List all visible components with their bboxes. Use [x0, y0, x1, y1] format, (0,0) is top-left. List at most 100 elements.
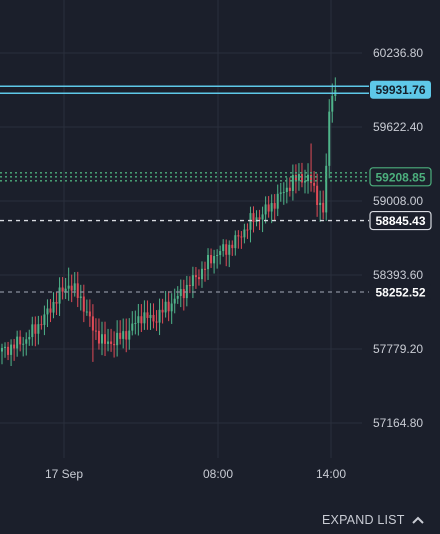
- candle: [22, 337, 25, 357]
- candle: [322, 190, 325, 220]
- candle: [25, 332, 28, 356]
- candle: [264, 196, 267, 224]
- candle: [113, 331, 116, 358]
- candle: [246, 223, 249, 239]
- y-tick-label: 60236.80: [373, 46, 423, 60]
- candle: [276, 184, 279, 217]
- candle: [285, 177, 288, 204]
- price-line: 59931.76: [0, 80, 431, 99]
- candle: [137, 303, 140, 336]
- candle: [149, 303, 152, 330]
- candle: [185, 275, 188, 307]
- candle: [37, 315, 40, 345]
- candle: [161, 298, 164, 324]
- candles: [1, 77, 337, 367]
- candle: [91, 304, 94, 362]
- candle: [179, 279, 182, 308]
- candle: [207, 248, 210, 280]
- candle: [249, 206, 252, 243]
- candle: [100, 321, 103, 356]
- candle: [119, 320, 122, 345]
- grid: [0, 0, 362, 458]
- candle: [158, 298, 161, 336]
- candle: [122, 318, 125, 349]
- candle: [94, 318, 97, 340]
- chevron-up-icon: [411, 516, 424, 524]
- candle: [110, 328, 113, 352]
- candle: [291, 164, 294, 201]
- candle: [325, 153, 328, 221]
- candle: [31, 316, 34, 346]
- candle: [294, 164, 297, 194]
- candle: [43, 305, 46, 336]
- candle: [143, 300, 146, 330]
- candle: [261, 206, 264, 233]
- candle: [237, 230, 240, 249]
- price-label: 58845.43: [375, 214, 425, 228]
- candle: [204, 261, 207, 282]
- candle: [40, 315, 43, 330]
- candle: [307, 163, 310, 194]
- candle: [234, 230, 237, 256]
- candle: [300, 162, 303, 188]
- candle: [167, 291, 170, 322]
- candle: [152, 303, 155, 329]
- expand-list-label: EXPAND LIST: [322, 513, 405, 527]
- candle: [243, 223, 246, 244]
- x-axis: 17 Sep 08:00 14:00: [45, 467, 346, 481]
- x-tick-label: 14:00: [316, 467, 346, 481]
- candle: [4, 342, 7, 358]
- candle: [182, 279, 185, 311]
- candle: [313, 171, 316, 193]
- candle: [104, 321, 107, 357]
- candle: [55, 292, 58, 316]
- y-tick-label: 57779.20: [373, 342, 423, 356]
- candle: [16, 330, 19, 357]
- candle: [52, 292, 55, 319]
- candle: [85, 299, 88, 316]
- candle: [328, 99, 331, 179]
- candle: [46, 299, 49, 328]
- candle: [288, 177, 291, 197]
- candle: [76, 271, 79, 308]
- y-tick-label: 58393.60: [373, 268, 423, 282]
- candle: [61, 277, 64, 300]
- price-line: 58252.52: [0, 282, 431, 301]
- price-line: 58845.43: [0, 210, 432, 231]
- candle: [270, 194, 273, 224]
- candle: [134, 310, 137, 335]
- candle: [316, 173, 319, 217]
- x-tick-label: 08:00: [203, 467, 233, 481]
- candle: [49, 299, 52, 323]
- candle: [334, 77, 337, 102]
- candle: [319, 190, 322, 222]
- candle: [282, 182, 285, 205]
- candle: [19, 330, 22, 352]
- candle: [310, 143, 313, 192]
- candle: [67, 267, 70, 301]
- candle: [176, 286, 179, 304]
- candle: [34, 316, 37, 347]
- candle: [252, 206, 255, 233]
- candle: [170, 293, 173, 324]
- candle: [116, 320, 119, 357]
- candle: [7, 341, 10, 361]
- candle: [255, 210, 258, 227]
- candle: [197, 269, 200, 286]
- candle: [297, 163, 300, 191]
- candle: [216, 249, 219, 269]
- candle: [128, 318, 131, 350]
- candle: [225, 239, 228, 267]
- candle: [155, 310, 158, 331]
- candle: [107, 328, 110, 352]
- y-tick-label: 57164.80: [373, 416, 423, 430]
- candle: [213, 249, 216, 274]
- candle: [73, 272, 76, 297]
- candle: [191, 266, 194, 299]
- expand-list-button[interactable]: EXPAND LIST: [322, 513, 425, 527]
- candle: [240, 231, 243, 249]
- candle: [10, 339, 13, 367]
- candle: [97, 318, 100, 350]
- price-label: 59208.85: [375, 170, 425, 184]
